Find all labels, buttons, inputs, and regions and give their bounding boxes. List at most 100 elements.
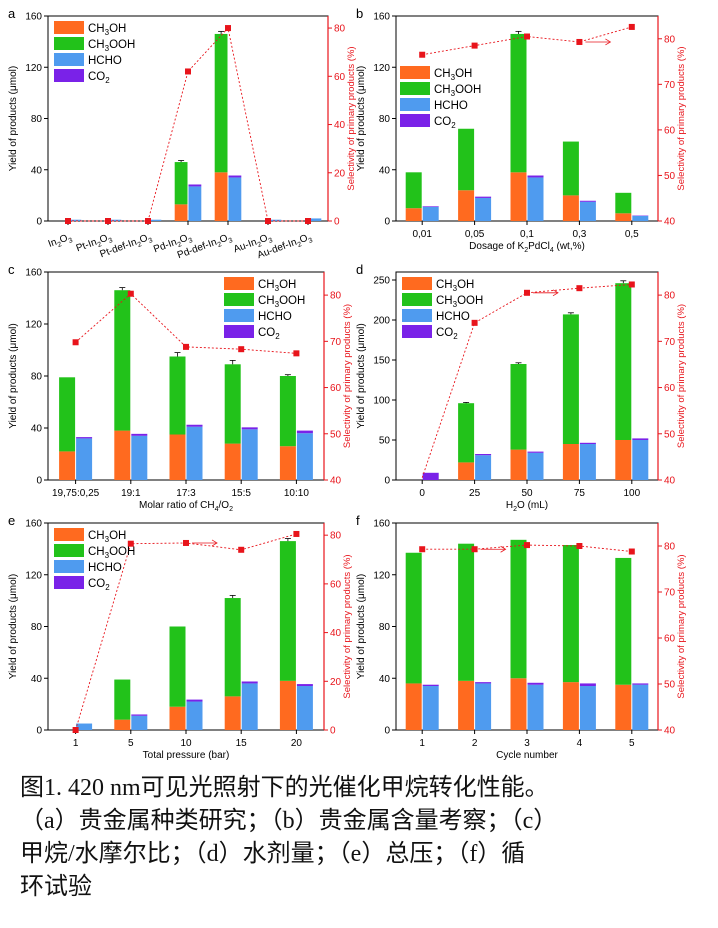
bar-hcho [527, 177, 544, 221]
legend-label-hcho: HCHO [88, 562, 122, 574]
bar-hcho [527, 684, 544, 730]
legend-swatch-ch3oh [400, 66, 430, 79]
y2-tick-label: 70 [664, 337, 676, 348]
y-axis-title: Yield of products (μmol) [8, 574, 19, 679]
y-tick-label: 160 [25, 12, 42, 23]
x-tick-label: 1 [419, 738, 425, 749]
selectivity-marker [471, 546, 478, 553]
x-axis-title: Dosage of K2PdCl4 (wt,%) [469, 241, 585, 254]
bar-ch3oh [510, 678, 527, 730]
y2-tick-label: 60 [664, 383, 676, 394]
chart-panel-b: b 0 40 80 120 160 40 50 60 70 80 Yield of products … [356, 6, 687, 254]
bar-ch3ooh [615, 283, 632, 440]
selectivity-marker [628, 548, 635, 555]
bar-co2 [579, 683, 596, 687]
bar-ch3oh [169, 434, 186, 480]
bar-ch3oh [224, 443, 241, 480]
legend-swatch-hcho [54, 53, 84, 66]
selectivity-marker [524, 542, 530, 549]
legend-swatch-ch3oh [54, 21, 84, 34]
y2-axis-title: Selectivity of primary products (%) [676, 554, 687, 698]
selectivity-marker [293, 350, 300, 357]
x-tick-label: 0,05 [465, 229, 485, 240]
x-tick-label: 4 [577, 738, 583, 749]
bar-ch3oh [224, 696, 241, 730]
bar-co2 [527, 175, 544, 178]
legend-label-ch3ooh: CH3OOH [258, 295, 305, 309]
y-axis-title: Yield of products (μmol) [356, 66, 367, 171]
selectivity-marker [65, 218, 71, 224]
legend-label-hcho: HCHO [258, 311, 292, 323]
bar-hcho [475, 683, 492, 730]
caption-line-4: 环试验 [20, 874, 92, 900]
x-tick-label: Pt-def-In2O3 [99, 231, 154, 262]
bar-co2 [296, 430, 313, 434]
y-tick-label: 120 [373, 63, 390, 74]
axis-arrow-head [500, 545, 507, 553]
bar-ch3ooh [279, 541, 296, 681]
y-tick-label: 40 [379, 674, 391, 685]
selectivity-marker [419, 51, 426, 58]
x-tick-label: 0 [419, 488, 425, 499]
selectivity-marker [127, 290, 134, 297]
bar-ch3oh [214, 172, 228, 221]
x-tick-label: 0,1 [520, 229, 534, 240]
y2-axis-title: Selectivity of primary products (%) [342, 554, 353, 698]
bar-ch3ooh [405, 552, 422, 684]
caption-line-1: 图1. 420 nm可见光照射下的光催化甲烷转化性能。 [20, 775, 549, 801]
figure-caption: 图1. 420 nm可见光照射下的光催化甲烷转化性能。 （a）贵金属种类研究；（… [20, 772, 710, 904]
selectivity-marker [238, 546, 245, 553]
selectivity-marker [419, 546, 426, 553]
x-tick-label: 17:3 [176, 488, 196, 499]
y-tick-label: 80 [379, 622, 391, 633]
selectivity-marker [265, 218, 271, 224]
bar-hcho [186, 701, 203, 730]
y2-tick-label: 80 [664, 291, 676, 302]
bar-ch3oh [615, 213, 632, 221]
bar-co2 [475, 196, 492, 198]
legend-swatch-hcho [402, 309, 432, 322]
legend-label-ch3oh: CH3OH [88, 23, 126, 37]
bar-ch3oh [279, 446, 296, 480]
bar-ch3oh [169, 706, 186, 730]
y-tick-label: 0 [36, 726, 42, 737]
bar-ch3ooh [615, 192, 632, 214]
bar-hcho [579, 686, 596, 730]
y2-tick-label: 40 [664, 476, 676, 487]
legend-swatch-ch3ooh [54, 544, 84, 557]
y2-tick-label: 60 [330, 383, 342, 394]
legend-label-co2: CO2 [88, 71, 110, 85]
y2-tick-label: 80 [330, 531, 342, 542]
selectivity-marker [72, 727, 79, 733]
selectivity-marker [127, 540, 134, 547]
bar-ch3ooh [169, 356, 186, 435]
bar-hcho [186, 426, 203, 480]
x-tick-label: 75 [574, 488, 586, 499]
bar-ch3ooh [458, 403, 475, 463]
legend-label-ch3oh: CH3OH [434, 68, 472, 82]
selectivity-marker [576, 543, 583, 549]
legend-swatch-ch3ooh [54, 37, 84, 50]
y-tick-label: 80 [31, 622, 43, 633]
y2-tick-label: 20 [330, 677, 342, 688]
bar-ch3oh [562, 195, 579, 221]
x-tick-label: 19:1 [121, 488, 141, 499]
bar-ch3oh [405, 208, 422, 221]
y2-axis-title: Selectivity of primary products (%) [676, 304, 687, 448]
y-axis-title: Yield of products (μmol) [8, 66, 19, 171]
bar-ch3oh [458, 190, 475, 221]
bar-hcho [632, 215, 649, 221]
bar-co2 [632, 683, 649, 685]
bar-hcho [475, 455, 492, 480]
selectivity-marker [183, 539, 189, 546]
y2-tick-label: 60 [334, 72, 346, 83]
legend-swatch-co2 [54, 576, 84, 589]
selectivity-line [75, 293, 297, 354]
selectivity-marker [185, 68, 191, 75]
y-tick-label: 160 [373, 519, 390, 530]
bar-co2 [131, 714, 148, 716]
y-axis-title: Yield of products (μmol) [356, 574, 367, 679]
selectivity-marker [628, 23, 635, 30]
bar-ch3ooh [224, 598, 241, 697]
